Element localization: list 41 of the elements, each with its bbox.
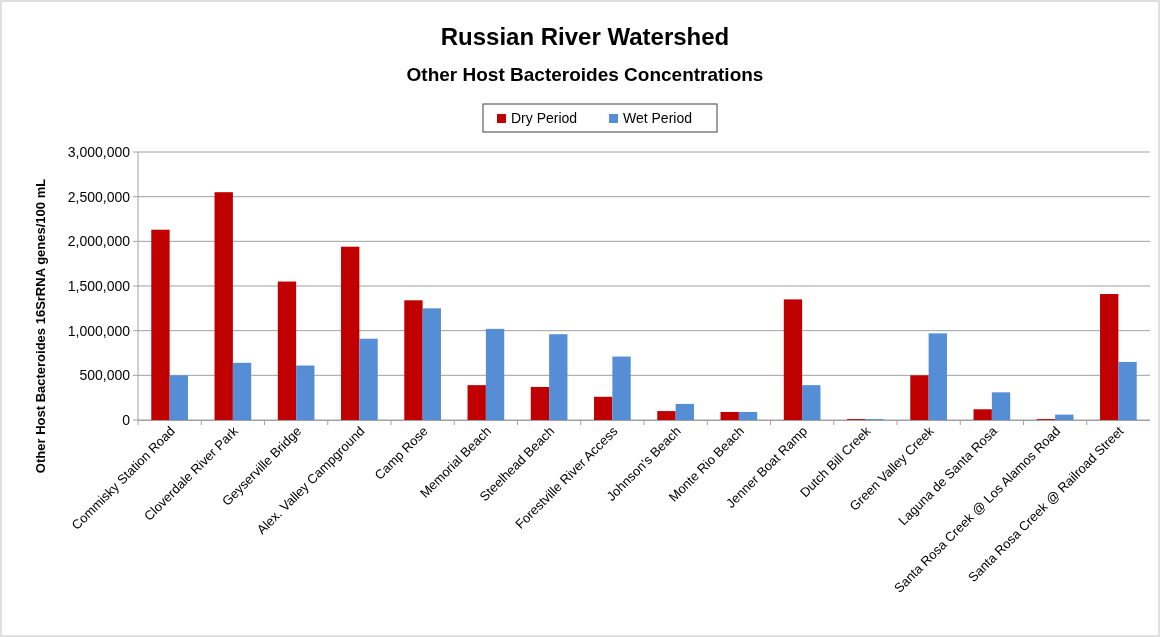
bar [485, 328, 505, 420]
y-tick-label: 2,000,000 [67, 233, 131, 250]
chart-title: Russian River Watershed [440, 23, 730, 50]
bar [594, 396, 613, 420]
bar [657, 411, 676, 420]
bar [1118, 361, 1137, 420]
bar [738, 411, 758, 420]
y-tick-label: 3,000,000 [67, 143, 131, 160]
y-tick-label: 0 [122, 411, 131, 428]
bar [151, 229, 170, 420]
bar [612, 356, 631, 420]
bar [675, 403, 694, 420]
chart-subtitle: Other Host Bacteroides Concentrations [406, 64, 764, 85]
bar [404, 300, 423, 420]
bar [214, 192, 233, 420]
bar [1055, 414, 1074, 420]
bar [422, 308, 441, 420]
bar [169, 375, 188, 420]
bar [232, 362, 252, 420]
y-axis-title: Other Host Bacteroides 16SrRNA genes/100 mL [33, 178, 48, 474]
bar [1100, 294, 1119, 420]
y-tick-label: 1,000,000 [67, 322, 131, 339]
bar [973, 409, 992, 420]
bar [802, 385, 821, 420]
bar [277, 281, 297, 420]
legend-label: Wet Period [623, 110, 692, 126]
bar [549, 334, 568, 420]
bar [991, 392, 1011, 420]
bar [530, 386, 550, 420]
bar [910, 375, 929, 420]
bar [359, 338, 378, 420]
bar [783, 299, 803, 420]
bar [928, 333, 947, 420]
bar [720, 411, 739, 420]
bar [296, 365, 315, 420]
bar [467, 385, 486, 420]
y-tick-label: 1,500,000 [67, 277, 131, 294]
bar [341, 246, 360, 420]
legend-label: Dry Period [511, 110, 578, 126]
y-tick-label: 500,000 [79, 367, 131, 384]
y-tick-label: 2,500,000 [67, 188, 131, 205]
